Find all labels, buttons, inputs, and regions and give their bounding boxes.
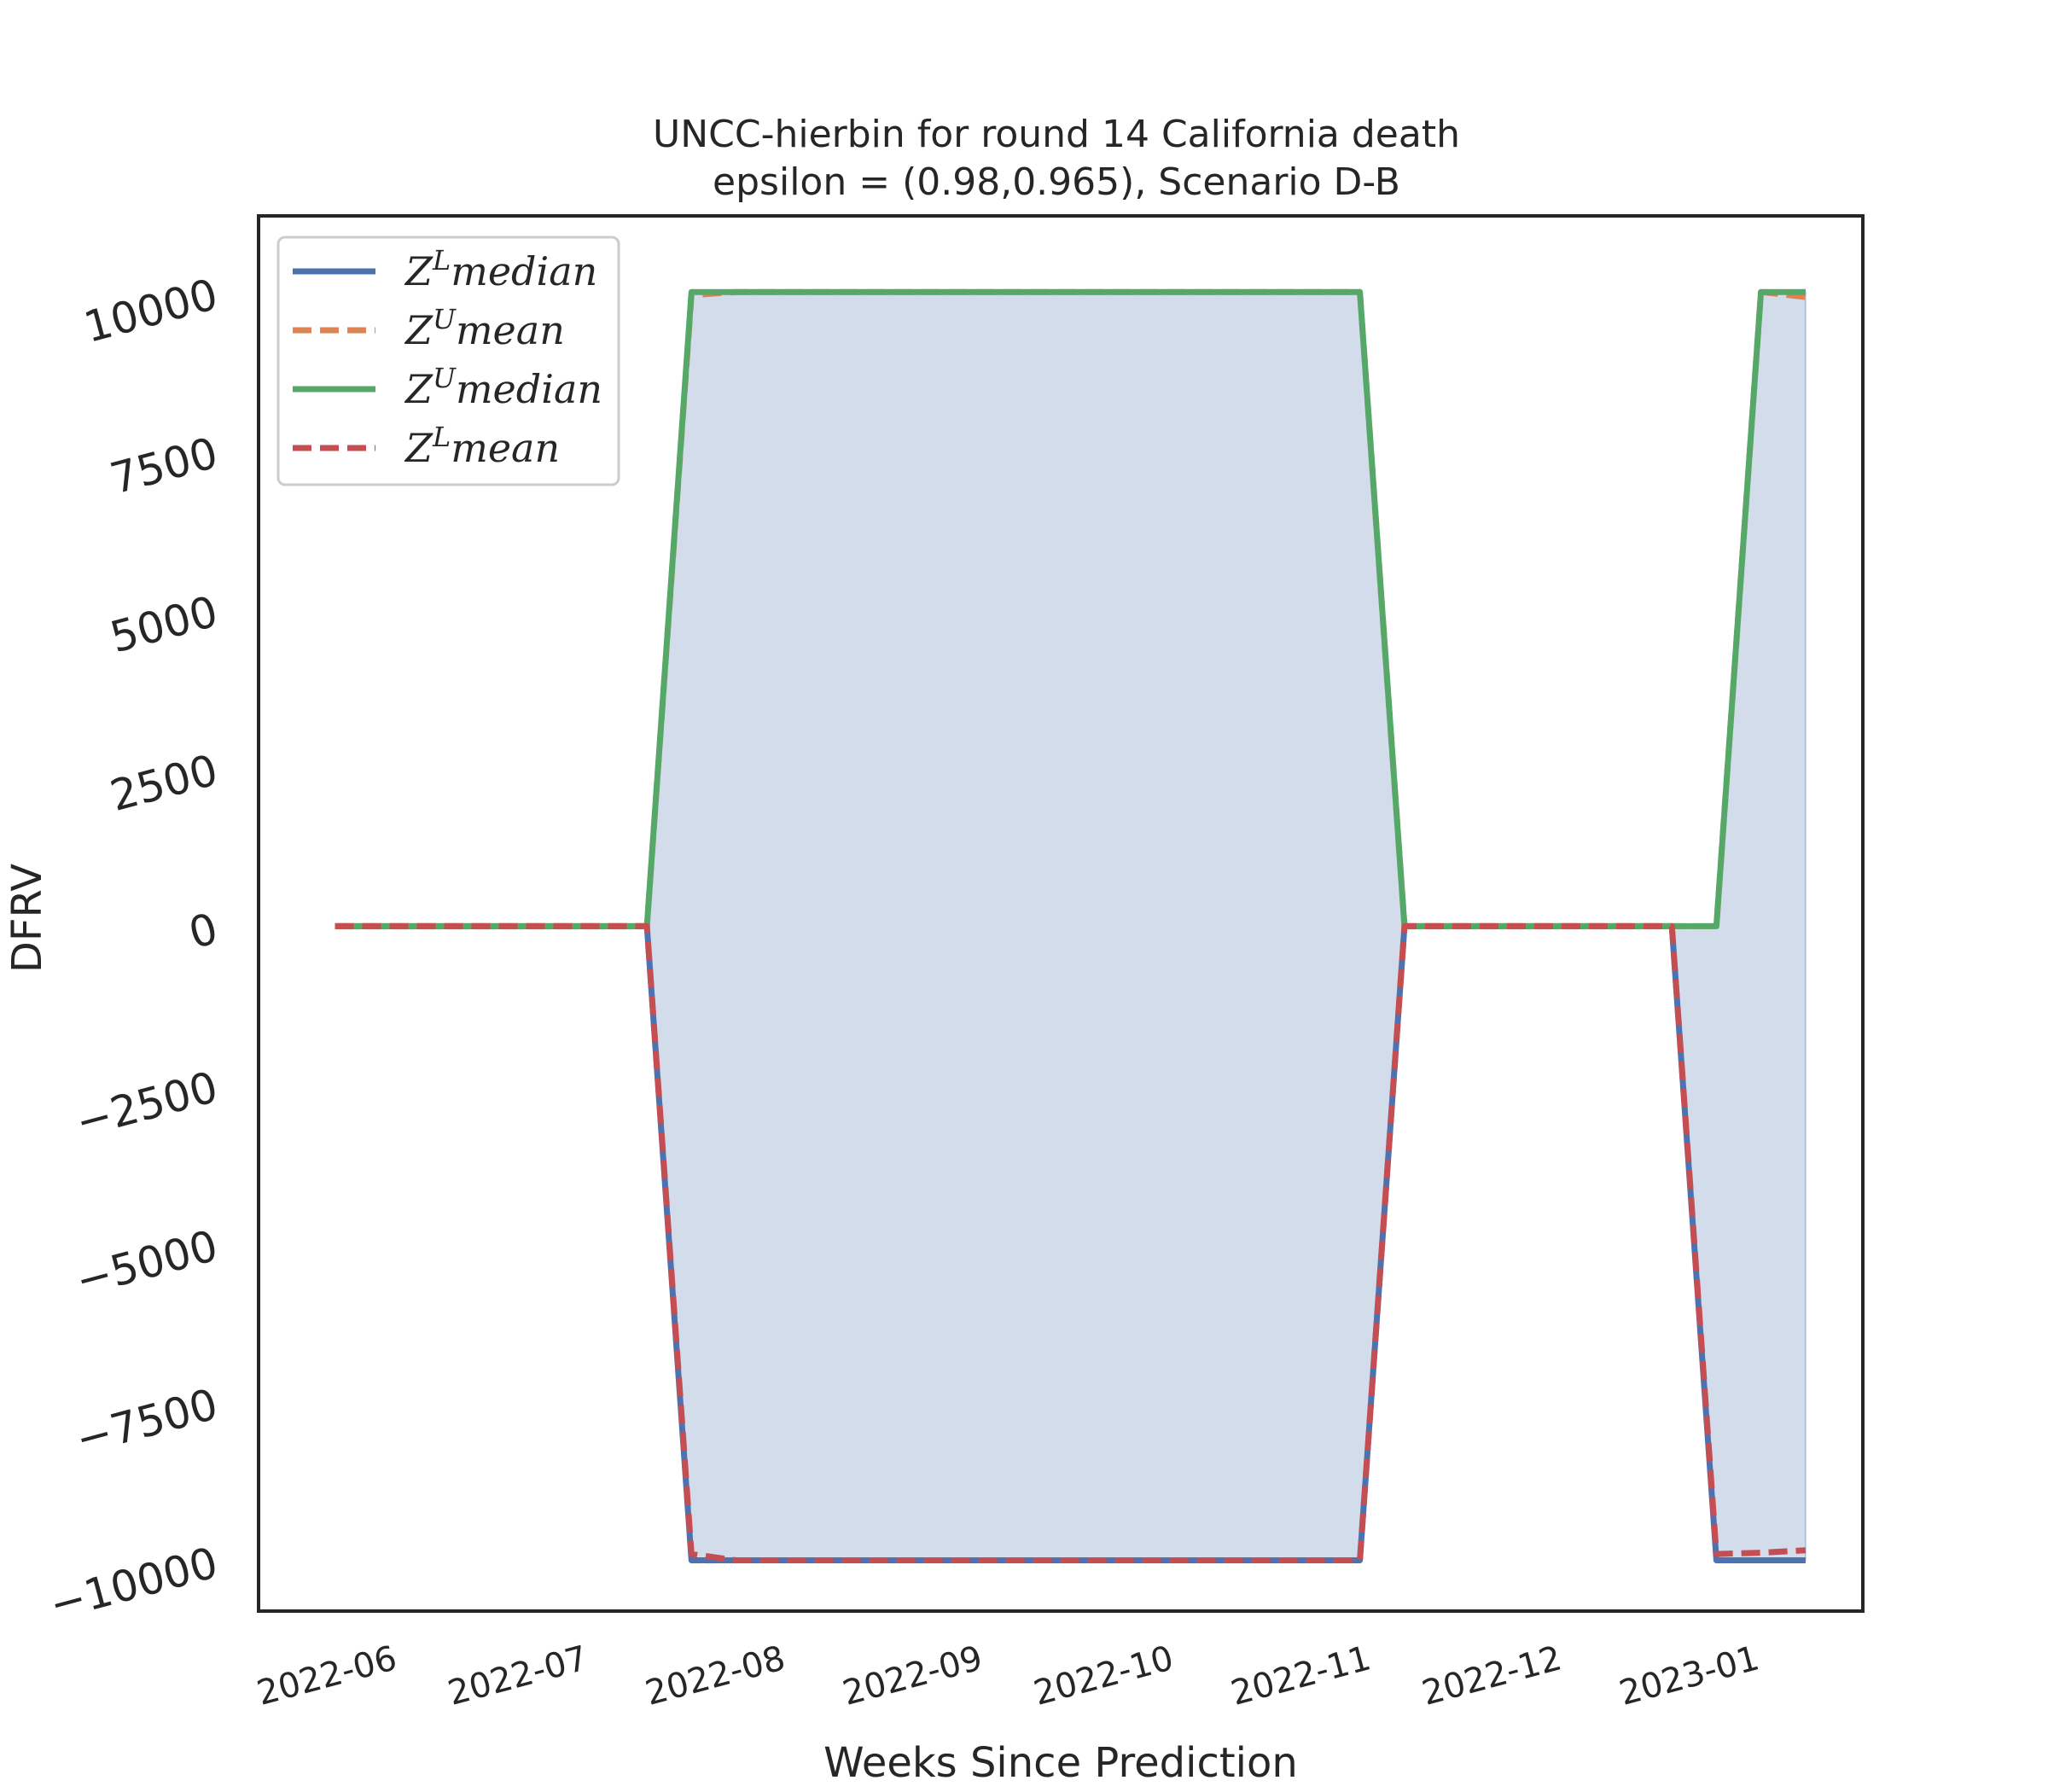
y-tick-label: 10000 (79, 270, 223, 352)
y-tick-label: −2500 (71, 1062, 223, 1148)
y-tick-label: 2500 (105, 745, 223, 821)
x-axis-ticks: 2022-06 2022-07 2022-08 2022-09 2022-10 2022-… (253, 1638, 1763, 1713)
legend: ZLmedian ZUmean ZUmedian ZLmean (276, 236, 620, 486)
y-tick-label: 5000 (105, 586, 223, 662)
x-tick-label: 2022-11 (1227, 1638, 1375, 1713)
y-tick-label: 0 (183, 904, 223, 958)
legend-frame (276, 236, 620, 486)
x-tick-label: 2022-07 (444, 1638, 591, 1713)
chart-subtitle: epsilon = (0.98,0.965), Scenario D-B (713, 160, 1400, 204)
plot-frame (257, 214, 1865, 1613)
y-axis-ticks: −10000 −7500 −5000 −2500 0 2500 5000 7500 10000 (44, 270, 223, 1630)
x-axis-label: Weeks Since Prediction (823, 1739, 1298, 1787)
y-tick-label: −5000 (71, 1221, 223, 1306)
y-tick-label: −10000 (44, 1538, 223, 1630)
legend-label-2: ZUmean (404, 303, 565, 353)
plot-area (335, 288, 1807, 1563)
x-tick-label: 2022-12 (1418, 1638, 1566, 1713)
legend-label-3: ZUmedian (404, 362, 602, 412)
x-tick-label: 2022-10 (1030, 1638, 1178, 1713)
legend-label-1: ZLmedian (404, 244, 597, 294)
series-line-4 (335, 922, 1807, 1563)
x-tick-label: 2022-09 (839, 1638, 986, 1713)
y-tick-label: 7500 (105, 428, 223, 504)
x-tick-label: 2022-08 (642, 1638, 789, 1713)
x-tick-label: 2022-06 (253, 1638, 400, 1713)
y-tick-label: −7500 (71, 1379, 223, 1464)
y-axis-label: DFRV (3, 864, 51, 973)
legend-label-4: ZLmean (404, 421, 560, 471)
series-line-3 (335, 288, 1806, 929)
chart-title: UNCC-hierbin for round 14 California dea… (653, 113, 1460, 156)
x-tick-label: 2023-01 (1615, 1638, 1763, 1713)
